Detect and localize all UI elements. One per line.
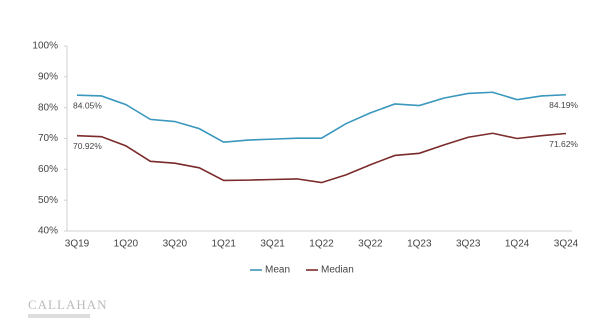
x-tick-label: 3Q22	[358, 239, 383, 250]
y-tick-label: 70%	[38, 133, 58, 144]
series-line	[76, 132, 567, 184]
x-tick-label: 1Q20	[114, 239, 139, 250]
value-label: 71.62%	[549, 139, 578, 149]
series-line	[76, 91, 567, 144]
y-tick-label: 60%	[38, 164, 58, 175]
y-tick-label: 80%	[38, 102, 58, 113]
value-label: 84.05%	[73, 100, 102, 110]
x-tick-label: 1Q24	[505, 239, 530, 250]
logo-bar	[28, 314, 90, 318]
legend-label: Median	[321, 265, 354, 276]
x-tick-label: 1Q23	[407, 239, 432, 250]
x-tick-label: 3Q19	[65, 239, 90, 250]
x-tick-label: 3Q24	[554, 239, 579, 250]
legend-label: Mean	[265, 265, 290, 276]
x-tick-label: 3Q23	[456, 239, 481, 250]
logo: CALLAHAN	[28, 297, 108, 312]
y-tick-label: 40%	[38, 226, 58, 237]
y-tick-label: 90%	[38, 71, 58, 82]
value-label: 70.92%	[73, 141, 102, 151]
y-tick-label: 100%	[32, 41, 58, 52]
x-tick-label: 1Q21	[211, 239, 236, 250]
x-tick-label: 3Q21	[260, 239, 285, 250]
x-tick-label: 1Q22	[309, 239, 334, 250]
x-tick-label: 3Q20	[163, 239, 188, 250]
y-tick-label: 50%	[38, 195, 58, 206]
value-label: 84.19%	[549, 100, 578, 110]
